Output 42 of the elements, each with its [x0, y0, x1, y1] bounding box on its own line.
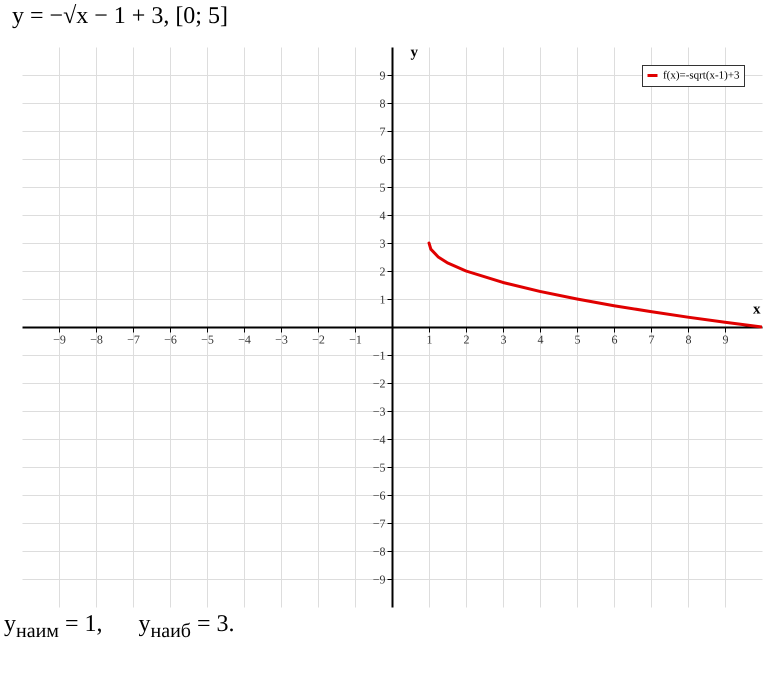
- x-tick-label: 5: [574, 332, 580, 346]
- y-tick-label: 9: [380, 68, 386, 82]
- x-tick-label: 6: [612, 332, 618, 346]
- y-tick-label: −5: [372, 460, 386, 474]
- x-tick-label: −3: [275, 332, 288, 346]
- x-tick-label: −7: [127, 332, 140, 346]
- x-tick-label: 1: [426, 332, 432, 346]
- x-tick-label: −5: [201, 332, 214, 346]
- x-tick-label: −8: [90, 332, 103, 346]
- y-tick-label: 7: [380, 124, 386, 138]
- y-tick-label: 4: [380, 208, 386, 222]
- text: y$_{наим}$ = 1, y$_{наиб}$ = 3.: [3, 611, 236, 643]
- x-tick-label: 2: [464, 332, 470, 346]
- y-axis-title: y: [410, 44, 418, 60]
- y-tick-label: −4: [372, 432, 386, 446]
- x-tick-label: −1: [349, 332, 362, 346]
- y-tick-label: −6: [372, 488, 386, 502]
- chart-title: y = −√x − 1 + 3, [0; 5]: [12, 3, 228, 29]
- legend-label: f(x)=-sqrt(x-1)+3: [663, 70, 740, 82]
- y-tick-label: 3: [380, 236, 386, 250]
- x-tick-label: −6: [164, 332, 177, 346]
- x-tick-label: 4: [538, 332, 544, 346]
- y-tick-label: 8: [380, 96, 386, 110]
- x-tick-label: −9: [53, 332, 66, 346]
- y-tick-label: −8: [372, 544, 386, 558]
- x-tick-label: −4: [238, 332, 251, 346]
- x-axis-title: x: [753, 302, 761, 318]
- x-tick-label: 3: [500, 332, 506, 346]
- y-tick-label: 6: [380, 152, 386, 166]
- y-tick-label: 1: [380, 292, 386, 306]
- y-tick-label: 2: [380, 264, 386, 278]
- y-tick-label: −2: [372, 376, 386, 390]
- y-tick-label: −9: [372, 572, 386, 586]
- x-tick-label: 9: [722, 332, 728, 346]
- y-tick-label: −7: [372, 516, 386, 530]
- x-tick-label: 8: [686, 332, 692, 346]
- x-tick-label: −2: [312, 332, 325, 346]
- y-tick-label: −1: [372, 348, 386, 362]
- line-series: [428, 242, 762, 328]
- y-tick-label: −3: [372, 404, 386, 418]
- y-tick-label: 5: [380, 180, 386, 194]
- x-tick-label: 7: [648, 332, 654, 346]
